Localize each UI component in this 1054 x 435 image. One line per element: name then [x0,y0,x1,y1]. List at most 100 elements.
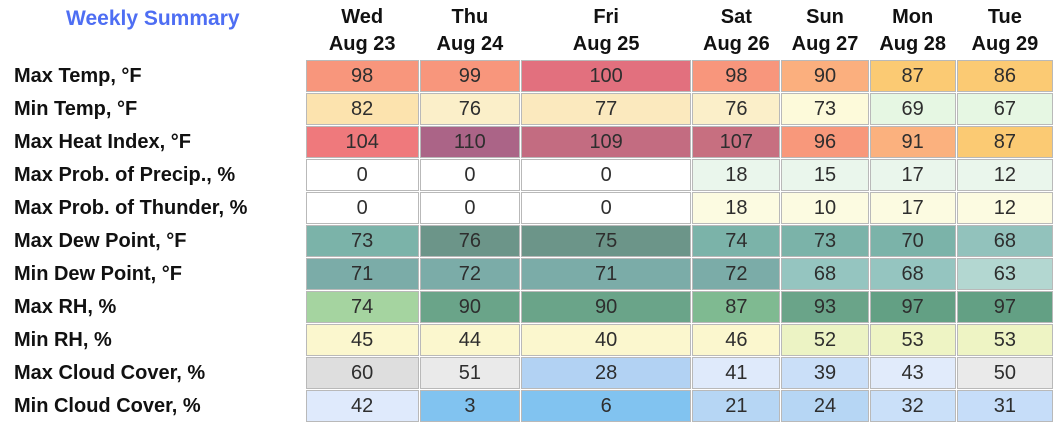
column-date: Aug 24 [436,33,504,55]
table-cell: 45 [305,324,419,356]
table-cell: 75 [520,225,692,257]
table-cell: 18 [692,192,781,224]
table-cell: 18 [692,159,781,191]
table-cell: 97 [869,291,956,323]
table-cell: 99 [419,60,520,92]
header-row: Weekly Summary Wed Aug 23 Thu Aug 24 Fri Aug … [1,1,1053,59]
table-cell: 76 [692,93,781,125]
table-row: Min Dew Point, °F 71 72 71 72 68 68 63 [1,258,1053,290]
table-cell: 73 [781,93,869,125]
row-label: Max Heat Index, °F [1,126,305,158]
table-cell: 97 [956,291,1053,323]
table-cell: 0 [305,159,419,191]
table-row: Min Temp, °F 82 76 77 76 73 69 67 [1,93,1053,125]
column-day: Wed [341,6,384,28]
table-cell: 72 [692,258,781,290]
column-day: Tue [987,6,1022,28]
table-body: Max Temp, °F 98 99 100 98 90 87 86 Min Temp, °F 8… [1,60,1053,422]
table-cell: 68 [781,258,869,290]
table-cell: 46 [692,324,781,356]
table-row: Min Cloud Cover, % 42 3 6 21 24 32 31 [1,390,1053,422]
table-cell: 71 [305,258,419,290]
column-day: Thu [451,6,489,28]
table-cell: 0 [419,192,520,224]
table-row: Min RH, % 45 44 40 46 52 53 53 [1,324,1053,356]
table-cell: 63 [956,258,1053,290]
table-cell: 31 [956,390,1053,422]
table-cell: 50 [956,357,1053,389]
table-cell: 100 [520,60,692,92]
table-cell: 90 [520,291,692,323]
column-day: Sat [720,6,752,28]
table-cell: 17 [869,192,956,224]
table-cell: 87 [956,126,1053,158]
table-cell: 87 [692,291,781,323]
table-cell: 41 [692,357,781,389]
table-cell: 104 [305,126,419,158]
column-header-sun: Sun Aug 27 [781,1,868,59]
table-cell: 52 [781,324,869,356]
table-cell: 32 [869,390,956,422]
table-cell: 76 [419,93,520,125]
column-header-tue: Tue Aug 29 [957,1,1053,59]
column-day: Mon [892,6,934,28]
column-date: Aug 23 [328,33,396,55]
table-cell: 51 [419,357,520,389]
table-cell: 68 [956,225,1053,257]
column-date: Aug 26 [703,33,770,55]
column-header-fri: Fri Aug 25 [521,1,691,59]
table-cell: 53 [869,324,956,356]
table-cell: 74 [692,225,781,257]
table-cell: 110 [419,126,520,158]
table-cell: 98 [305,60,419,92]
table-cell: 17 [869,159,956,191]
table-cell: 72 [419,258,520,290]
row-label: Max Cloud Cover, % [1,357,305,389]
table-cell: 15 [781,159,869,191]
table-row: Max Dew Point, °F 73 76 75 74 73 70 68 [1,225,1053,257]
column-date: Aug 25 [572,33,640,55]
table-cell: 71 [520,258,692,290]
table-cell: 6 [520,390,692,422]
table-cell: 93 [781,291,869,323]
row-label: Max Prob. of Thunder, % [1,192,305,224]
table-cell: 21 [692,390,781,422]
table-cell: 109 [520,126,692,158]
table-cell: 69 [869,93,956,125]
table-row: Max RH, % 74 90 90 87 93 97 97 [1,291,1053,323]
table-cell: 98 [692,60,781,92]
table-cell: 86 [956,60,1053,92]
table-cell: 28 [520,357,692,389]
table-row: Max Heat Index, °F 104 110 109 107 96 91 87 [1,126,1053,158]
weekly-summary-table: Weekly Summary Wed Aug 23 Thu Aug 24 Fri Aug … [1,1,1053,422]
table-row: Max Prob. of Thunder, % 0 0 0 18 10 17 12 [1,192,1053,224]
table-cell: 70 [869,225,956,257]
column-date: Aug 29 [971,33,1039,55]
table-cell: 60 [305,357,419,389]
table-cell: 0 [419,159,520,191]
column-header-thu: Thu Aug 24 [420,1,520,59]
row-label: Max Temp, °F [1,60,305,92]
table-cell: 44 [419,324,520,356]
table-cell: 0 [520,192,692,224]
row-label: Min Dew Point, °F [1,258,305,290]
table-row: Max Cloud Cover, % 60 51 28 41 39 43 50 [1,357,1053,389]
table-cell: 73 [305,225,419,257]
table-cell: 12 [956,192,1053,224]
table-cell: 74 [305,291,419,323]
table-cell: 68 [869,258,956,290]
table-cell: 0 [305,192,419,224]
row-label: Min Cloud Cover, % [1,390,305,422]
table-cell: 3 [419,390,520,422]
table-cell: 90 [419,291,520,323]
column-header-sat: Sat Aug 26 [692,1,780,59]
column-day: Fri [593,6,619,28]
table-cell: 77 [520,93,692,125]
table-cell: 96 [781,126,869,158]
row-label: Min Temp, °F [1,93,305,125]
table-row: Max Temp, °F 98 99 100 98 90 87 86 [1,60,1053,92]
table-cell: 76 [419,225,520,257]
table-cell: 53 [956,324,1053,356]
table-cell: 39 [781,357,869,389]
row-label: Max Dew Point, °F [1,225,305,257]
